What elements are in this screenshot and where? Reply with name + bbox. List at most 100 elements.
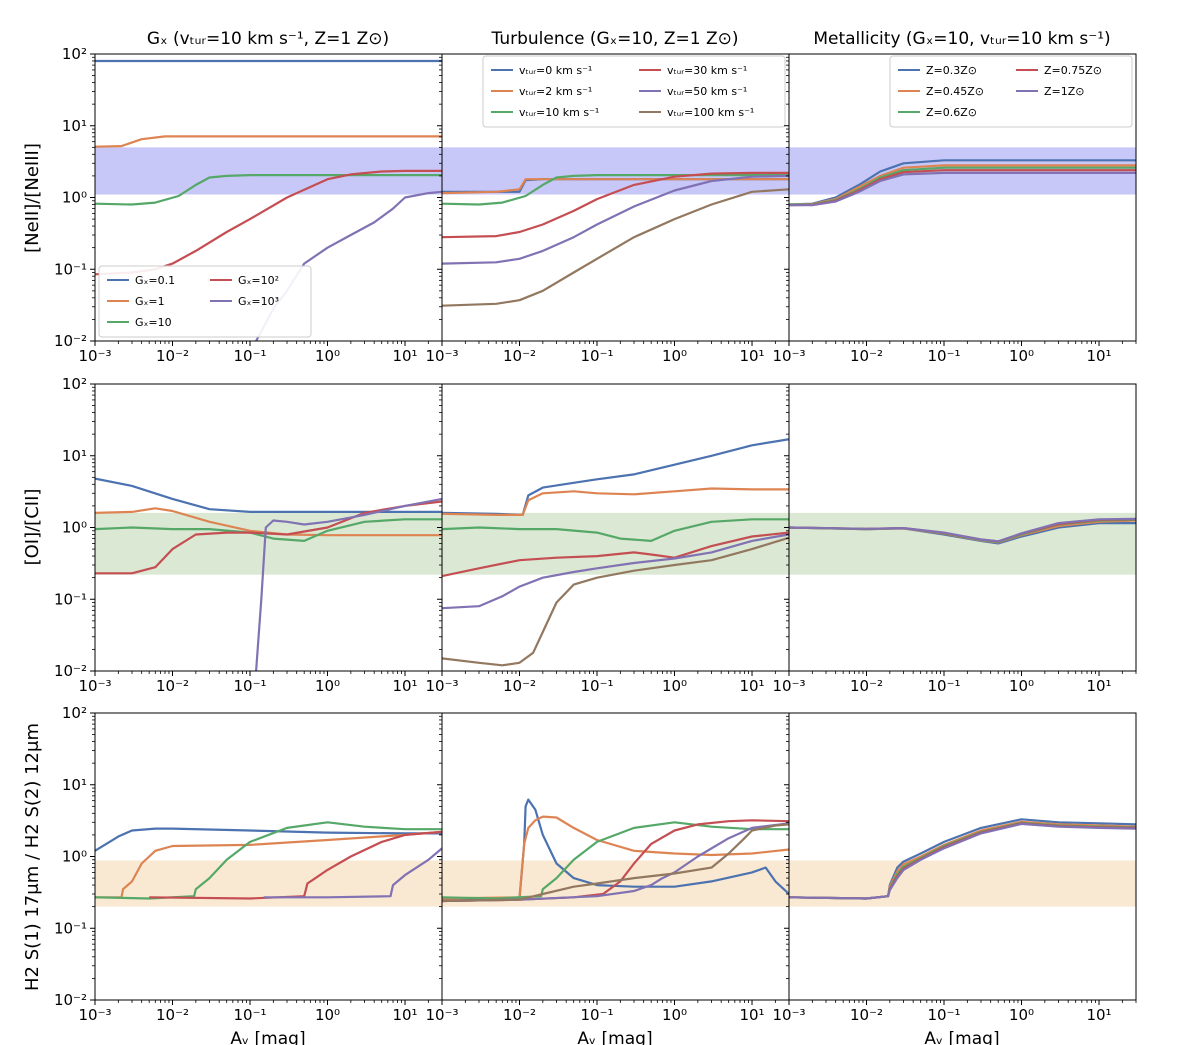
x-tick-label: 10⁰ xyxy=(662,347,687,365)
x-tick-label: 10¹ xyxy=(392,677,417,695)
legend: vₜᵤᵣ=0 km s⁻¹ vₜᵤᵣ=2 km s⁻¹ vₜᵤᵣ=10 km s⁻¹… xyxy=(482,55,786,128)
observed-band xyxy=(95,860,442,907)
x-tick-label: 10⁰ xyxy=(1009,677,1034,695)
column-title-turbulence: Turbulence (Gₓ=10, Z=1 Z⊙) xyxy=(491,29,739,49)
series-group xyxy=(789,159,1136,207)
x-tick-label: 10⁻³ xyxy=(425,1006,458,1024)
x-tick-label: 10⁻² xyxy=(850,1006,883,1024)
legend-label: vₜᵤᵣ=30 km s⁻¹ xyxy=(667,64,747,77)
legend-label: vₜᵤᵣ=0 km s⁻¹ xyxy=(519,64,592,77)
series-line xyxy=(95,518,442,543)
x-tick-label: 10⁰ xyxy=(315,1006,340,1024)
column-titles: Gₓ (vₜᵤᵣ=10 km s⁻¹, Z=1 Z⊙) Turbulence (… xyxy=(147,29,1111,49)
legend-label: Gₓ=1 xyxy=(135,295,165,308)
series-group xyxy=(789,517,1136,545)
ylabel-oi-cii: [OI]/[CII] xyxy=(22,489,43,566)
series-line xyxy=(442,815,789,900)
x-tick-label: 10⁻¹ xyxy=(927,1006,960,1024)
panel-r1-c1: 10⁻³ 10⁻² 10⁻¹ 10⁰ 10¹10⁻²10⁻¹10⁰10¹10²Gₓ=0.… xyxy=(54,45,443,365)
series-line xyxy=(95,821,442,900)
x-tick-label: 10⁻¹ xyxy=(927,677,960,695)
y-tick-label: 10⁻¹ xyxy=(54,260,87,278)
y-tick-label: 10⁰ xyxy=(62,189,87,207)
series-group xyxy=(95,477,442,671)
x-tick-label: 10⁻² xyxy=(503,1006,536,1024)
x-tick-label: 10¹ xyxy=(739,677,764,695)
y-tick-label: 10⁰ xyxy=(62,519,87,537)
x-tick-label: 10⁻¹ xyxy=(233,1006,266,1024)
x-tick-label: 10⁻³ xyxy=(772,1006,805,1024)
x-tick-label: 10¹ xyxy=(1086,677,1111,695)
series-line xyxy=(255,497,442,671)
panel-frame xyxy=(788,712,1137,1001)
legend-label: vₜᵤᵣ=10 km s⁻¹ xyxy=(519,106,599,119)
series-line xyxy=(442,487,789,517)
panel-frame xyxy=(441,712,790,1001)
x-tick-label: 10⁰ xyxy=(662,677,687,695)
series-line xyxy=(442,438,789,517)
legend-label: Gₓ=10² xyxy=(238,274,279,287)
x-tick-label: 10⁻³ xyxy=(425,677,458,695)
x-tick-label: 10⁻³ xyxy=(78,677,111,695)
y-tick-label: 10⁰ xyxy=(62,848,87,866)
series-group xyxy=(442,798,789,903)
x-tick-label: 10⁻³ xyxy=(78,347,111,365)
legend-label: Gₓ=10 xyxy=(135,316,172,329)
y-tick-label: 10⁻² xyxy=(54,991,87,1009)
x-tick-label: 10¹ xyxy=(392,347,417,365)
series-line xyxy=(95,135,442,148)
y-tick-label: 10² xyxy=(62,704,87,722)
x-tick-label: 10¹ xyxy=(1086,1006,1111,1024)
x-tick-label: 10⁰ xyxy=(315,677,340,695)
series-line xyxy=(442,533,789,610)
x-tick-label: 10⁻³ xyxy=(772,347,805,365)
x-tick-label: 10⁻³ xyxy=(78,1006,111,1024)
x-tick-label: 10⁰ xyxy=(315,347,340,365)
y-tick-label: 10² xyxy=(62,375,87,393)
series-line xyxy=(442,823,789,903)
series-line xyxy=(442,798,789,901)
series-group xyxy=(789,818,1136,900)
x-tick-label: 10¹ xyxy=(1086,347,1111,365)
xlabel-col-1: Aᵥ [mag] xyxy=(230,1029,305,1045)
series-line xyxy=(95,500,442,575)
x-tick-label: 10⁻² xyxy=(156,1006,189,1024)
series-group xyxy=(442,438,789,667)
panel-r1-c2: 10⁻³ 10⁻² 10⁻¹ 10⁰ 10¹ vₜᵤᵣ=0 km s⁻¹ vₜᵤᵣ=2 km… xyxy=(425,53,790,365)
series-line xyxy=(789,822,1136,900)
x-tick-label: 10⁻² xyxy=(503,677,536,695)
series-line xyxy=(442,174,789,265)
column-title-gx: Gₓ (vₜᵤᵣ=10 km s⁻¹, Z=1 Z⊙) xyxy=(147,29,389,49)
x-tick-label: 10⁻¹ xyxy=(233,347,266,365)
y-tick-label: 10¹ xyxy=(62,447,87,465)
ylabel-h2-ratio: H2 S(1) 17μm / H2 S(2) 12μm xyxy=(22,723,43,991)
legend-box xyxy=(98,265,312,338)
legend-label: Z=1Z⊙ xyxy=(1044,85,1085,98)
x-tick-label: 10⁻² xyxy=(503,347,536,365)
x-tick-label: 10⁻¹ xyxy=(233,677,266,695)
panel-r3-c2: 10⁻³ 10⁻² 10⁻¹ 10⁰ 10¹ xyxy=(425,712,790,1024)
x-tick-label: 10⁻³ xyxy=(772,677,805,695)
legend-box xyxy=(482,55,786,128)
x-tick-label: 10⁻² xyxy=(156,347,189,365)
series-line xyxy=(789,517,1136,543)
legend-label: Gₓ=0.1 xyxy=(135,274,175,287)
xlabel-col-2: Aᵥ [mag] xyxy=(577,1029,652,1045)
y-tick-label: 10⁻¹ xyxy=(54,919,87,937)
observed-band xyxy=(95,512,442,575)
x-tick-label: 10⁻² xyxy=(156,677,189,695)
x-tick-label: 10¹ xyxy=(739,1006,764,1024)
series-line xyxy=(95,827,442,852)
series-line xyxy=(263,847,442,899)
legend-label: Z=0.6Z⊙ xyxy=(926,106,977,119)
x-tick-label: 10⁰ xyxy=(662,1006,687,1024)
x-tick-label: 10¹ xyxy=(739,347,764,365)
series-line xyxy=(442,531,789,578)
series-group xyxy=(442,171,789,307)
series-line xyxy=(95,507,442,537)
legend-box xyxy=(889,55,1133,128)
x-tick-label: 10⁰ xyxy=(1009,347,1034,365)
x-tick-label: 10⁻² xyxy=(850,347,883,365)
